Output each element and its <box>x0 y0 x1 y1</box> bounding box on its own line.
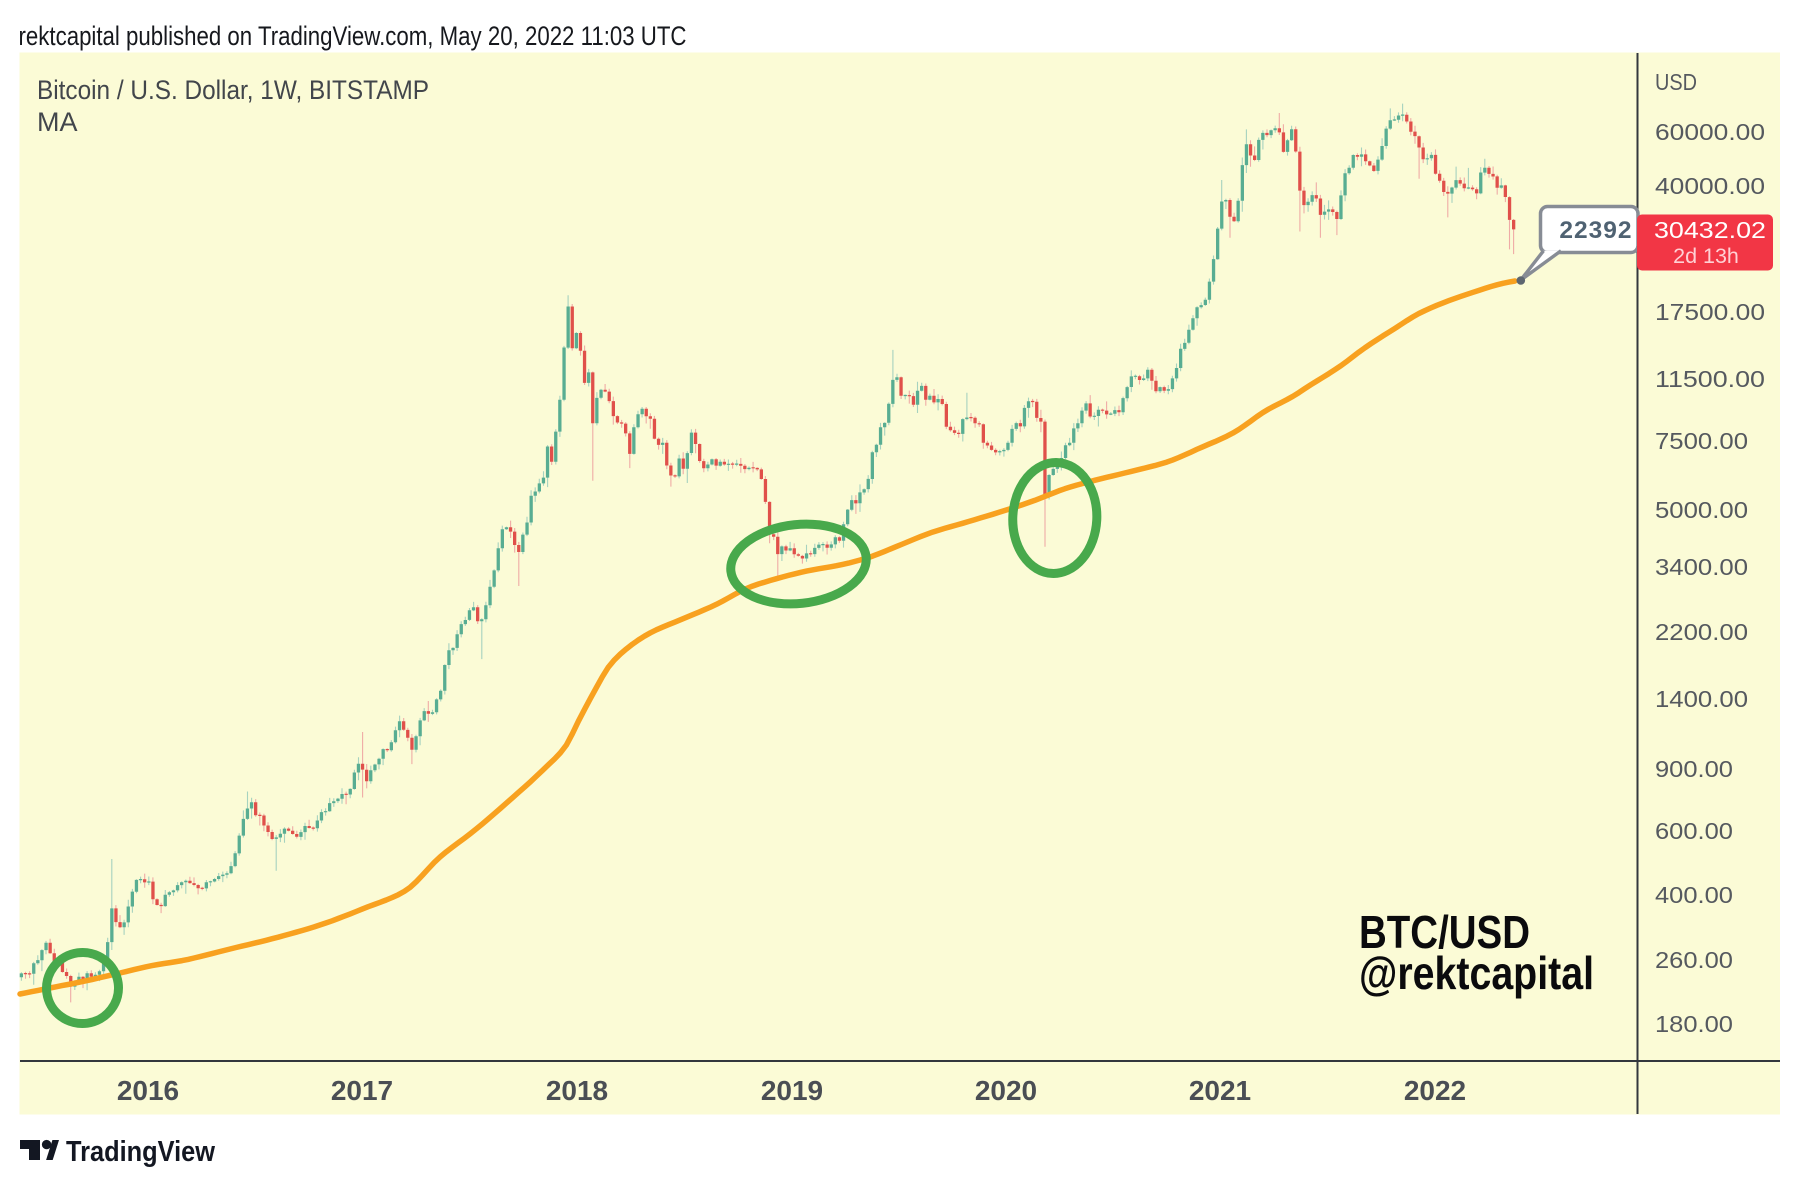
svg-text:rektcapital published on Tradi: rektcapital published on TradingView.com… <box>19 21 687 51</box>
svg-text:Bitcoin / U.S. Dollar, 1W, BIT: Bitcoin / U.S. Dollar, 1W, BITSTAMP <box>37 75 429 105</box>
svg-text:22392: 22392 <box>1559 217 1632 244</box>
svg-text:40000.00: 40000.00 <box>1655 173 1765 199</box>
svg-text:2d 13h: 2d 13h <box>1673 244 1739 268</box>
svg-text:7500.00: 7500.00 <box>1655 428 1748 454</box>
svg-text:900.00: 900.00 <box>1655 756 1733 782</box>
svg-text:USD: USD <box>1655 69 1697 95</box>
svg-text:2016: 2016 <box>117 1075 179 1106</box>
svg-text:2021: 2021 <box>1189 1075 1251 1106</box>
svg-text:1400.00: 1400.00 <box>1655 686 1748 712</box>
svg-text:600.00: 600.00 <box>1655 818 1733 844</box>
svg-text:400.00: 400.00 <box>1655 882 1733 908</box>
svg-text:2200.00: 2200.00 <box>1655 619 1748 645</box>
svg-text:2020: 2020 <box>975 1075 1037 1106</box>
svg-text:60000.00: 60000.00 <box>1655 119 1765 145</box>
svg-text:2019: 2019 <box>761 1075 823 1106</box>
svg-text:@rektcapital: @rektcapital <box>1359 947 1594 999</box>
svg-text:TradingView: TradingView <box>66 1136 215 1168</box>
svg-text:260.00: 260.00 <box>1655 947 1733 973</box>
svg-text:30432.02: 30432.02 <box>1654 217 1766 243</box>
svg-text:3400.00: 3400.00 <box>1655 554 1748 580</box>
svg-text:2017: 2017 <box>331 1075 393 1106</box>
svg-text:MA: MA <box>37 107 78 137</box>
svg-text:11500.00: 11500.00 <box>1655 366 1765 392</box>
svg-text:2022: 2022 <box>1404 1075 1466 1106</box>
svg-text:BTC/USD: BTC/USD <box>1359 906 1530 958</box>
svg-text:5000.00: 5000.00 <box>1655 497 1748 523</box>
svg-text:17500.00: 17500.00 <box>1655 299 1765 325</box>
svg-text:180.00: 180.00 <box>1655 1011 1733 1037</box>
svg-text:2018: 2018 <box>546 1075 608 1106</box>
